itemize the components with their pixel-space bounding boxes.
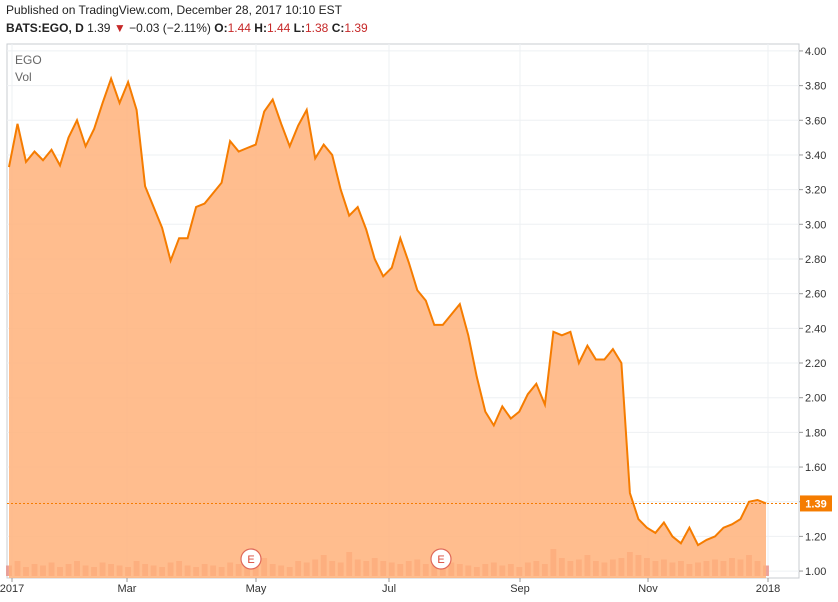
open-value: 1.44	[227, 21, 251, 35]
close-value: 1.39	[344, 21, 368, 35]
y-tick-label: 2.00	[805, 393, 826, 405]
legend-symbol: EGO	[15, 53, 42, 67]
last-price: 1.39	[87, 21, 111, 35]
y-tick-label: 3.60	[805, 115, 826, 127]
y-tick-label: 1.20	[805, 531, 826, 543]
low-value: 1.38	[305, 21, 329, 35]
legend-volume: Vol	[15, 70, 32, 84]
price-area-fill	[9, 78, 766, 578]
y-tick-label: 3.00	[805, 219, 826, 231]
x-tick-label: Jul	[382, 583, 396, 595]
x-tick-label: 2017	[0, 583, 24, 595]
x-axis: 2017 Mar May Jul Sep Nov 2018	[0, 578, 780, 595]
y-tick-label: 2.40	[805, 323, 826, 335]
symbol-quote-line: BATS:EGO, D 1.39 ▼ −0.03 (−2.11%) O:1.44…	[6, 21, 368, 35]
y-tick-label: 1.80	[805, 427, 826, 439]
close-label: C:	[331, 21, 345, 35]
x-tick-label: Sep	[510, 583, 530, 595]
price-area	[8, 75, 767, 578]
y-tick-label: 3.40	[805, 150, 826, 162]
y-tick-label: 3.80	[805, 81, 826, 93]
published-text: Published on TradingView.com, December 2…	[6, 3, 342, 17]
earnings-icon[interactable]	[240, 548, 262, 570]
last-value-label: 1.39	[805, 498, 826, 510]
y-tick-label: 2.60	[805, 289, 826, 301]
price-change: −0.03 (−2.11%)	[129, 21, 211, 35]
x-tick-label: Mar	[118, 583, 137, 595]
y-tick-label: 1.00	[805, 566, 826, 578]
y-tick-label: 2.80	[805, 254, 826, 266]
last-value-line: 1.39	[7, 495, 832, 512]
high-label: H:	[254, 21, 267, 35]
open-label: O:	[214, 21, 228, 35]
earnings-icon[interactable]	[430, 548, 452, 570]
y-tick-label: 2.20	[805, 358, 826, 370]
down-arrow-icon: ▼	[113, 21, 126, 35]
symbol-label: BATS:EGO, D	[6, 21, 84, 35]
x-tick-label: 2018	[756, 583, 780, 595]
x-tick-label: Nov	[638, 583, 658, 595]
last-value-badge	[800, 495, 832, 512]
price-line	[8, 75, 767, 547]
earnings-label: E	[247, 554, 254, 566]
high-value: 1.44	[266, 21, 291, 35]
y-tick-label: 3.20	[805, 185, 826, 197]
x-tick-label: May	[246, 583, 267, 595]
y-tick-label: 1.60	[805, 462, 826, 474]
earnings-label: E	[437, 554, 444, 566]
y-tick-label: 4.00	[805, 46, 826, 58]
y-axis: 4.00 3.80 3.60 3.40 3.20 3.00 2.80 2.60 2.40 2.20…	[799, 46, 826, 578]
low-label: L:	[293, 21, 305, 35]
